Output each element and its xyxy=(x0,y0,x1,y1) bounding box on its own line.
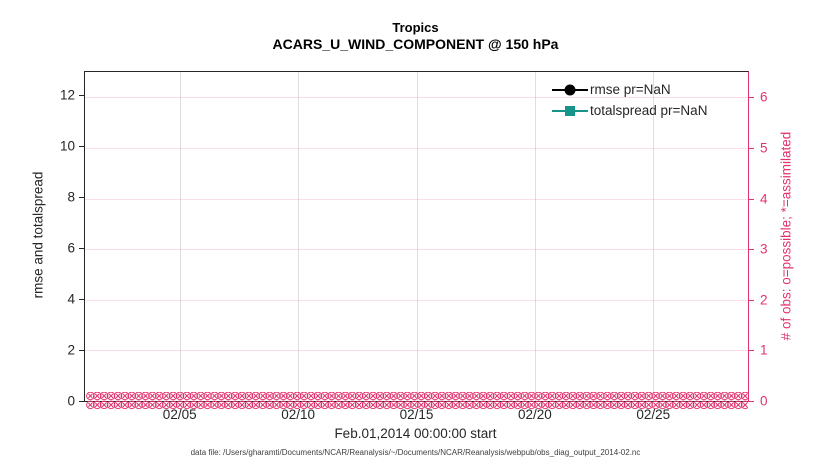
x-gridline xyxy=(534,72,536,401)
right-tick-label: 3 xyxy=(760,241,768,257)
left-tick-label: 12 xyxy=(59,87,75,103)
y-gridline xyxy=(85,249,748,251)
datafile-annotation: data file: /Users/gharamti/Documents/NCA… xyxy=(190,448,641,457)
left-tick-label: 10 xyxy=(59,138,75,154)
legend: rmse pr=NaN totalspread pr=NaN xyxy=(552,79,707,121)
x-tick-label: 02/15 xyxy=(399,407,434,422)
left-tick-label: 4 xyxy=(67,291,75,307)
plot-area: ⊗⊗⊗⊗⊗⊗⊗⊗⊗⊗⊗⊗⊗⊗⊗⊗⊗⊗⊗⊗⊗⊗⊗⊗⊗⊗⊗⊗⊗⊗⊗⊗⊗⊗⊗⊗⊗⊗⊗⊗… xyxy=(60,71,768,422)
totalspread-line-swatch xyxy=(552,105,588,117)
left-tick-mark xyxy=(79,247,85,249)
left-tick-label: 0 xyxy=(67,393,75,409)
left-y-axis-label: rmse and totalspread xyxy=(30,171,46,299)
x-gridline xyxy=(298,72,300,401)
left-tick-label: 6 xyxy=(67,240,75,256)
obs-markers-at-zero: ⊗⊗⊗⊗⊗⊗⊗⊗⊗⊗⊗⊗⊗⊗⊗⊗⊗⊗⊗⊗⊗⊗⊗⊗⊗⊗⊗⊗⊗⊗⊗⊗⊗⊗⊗⊗⊗⊗⊗⊗… xyxy=(85,392,748,411)
x-gridline xyxy=(179,72,181,401)
chart-title: Tropics xyxy=(392,20,439,35)
x-gridline xyxy=(416,72,418,401)
right-tick-label: 4 xyxy=(760,191,768,207)
x-axis-label: Feb.01,2014 00:00:00 start xyxy=(334,426,497,441)
y-gridline xyxy=(85,97,748,99)
right-y-axis-label: # of obs: o=possible; *=assimilated xyxy=(778,131,794,341)
left-tick-mark xyxy=(79,349,85,351)
legend-item-rmse: rmse pr=NaN xyxy=(552,79,707,100)
left-tick-mark xyxy=(79,145,85,147)
right-tick-mark xyxy=(748,198,754,200)
x-tick-label: 02/25 xyxy=(636,407,671,422)
right-tick-mark xyxy=(748,147,754,149)
x-tick-label: 02/10 xyxy=(281,407,315,422)
right-tick-label: 2 xyxy=(760,292,768,308)
totalspread-square-marker-icon xyxy=(565,105,575,116)
legend-item-totalspread: totalspread pr=NaN xyxy=(552,100,707,121)
left-tick-mark xyxy=(79,401,85,402)
right-tick-mark xyxy=(748,299,754,301)
rmse-line-swatch xyxy=(552,84,588,96)
right-tick-label: 0 xyxy=(760,393,768,409)
left-tick-label: 2 xyxy=(67,342,75,358)
legend-label-totalspread: totalspread pr=NaN xyxy=(590,103,708,118)
y-gridline xyxy=(85,198,748,200)
y-gridline xyxy=(85,147,748,149)
right-tick-label: 6 xyxy=(760,89,768,105)
right-tick-label: 5 xyxy=(760,140,768,156)
x-tick-label: 02/05 xyxy=(162,407,197,422)
right-tick-label: 1 xyxy=(760,342,768,358)
right-tick-mark xyxy=(748,401,754,402)
legend-label-rmse: rmse pr=NaN xyxy=(590,82,671,97)
x-tick-label: 02/20 xyxy=(517,407,552,422)
right-tick-mark xyxy=(748,97,754,99)
chart-subtitle: ACARS_U_WIND_COMPONENT @ 150 hPa xyxy=(272,36,559,52)
x-gridline xyxy=(653,72,655,401)
left-tick-label: 8 xyxy=(67,189,75,205)
left-tick-mark xyxy=(79,196,85,198)
right-tick-mark xyxy=(748,249,754,251)
right-tick-mark xyxy=(748,350,754,352)
y-gridline xyxy=(85,350,748,352)
rmse-circle-marker-icon xyxy=(564,84,576,95)
left-tick-mark xyxy=(79,298,85,300)
y-gridline xyxy=(85,299,748,301)
left-tick-mark xyxy=(79,94,85,96)
